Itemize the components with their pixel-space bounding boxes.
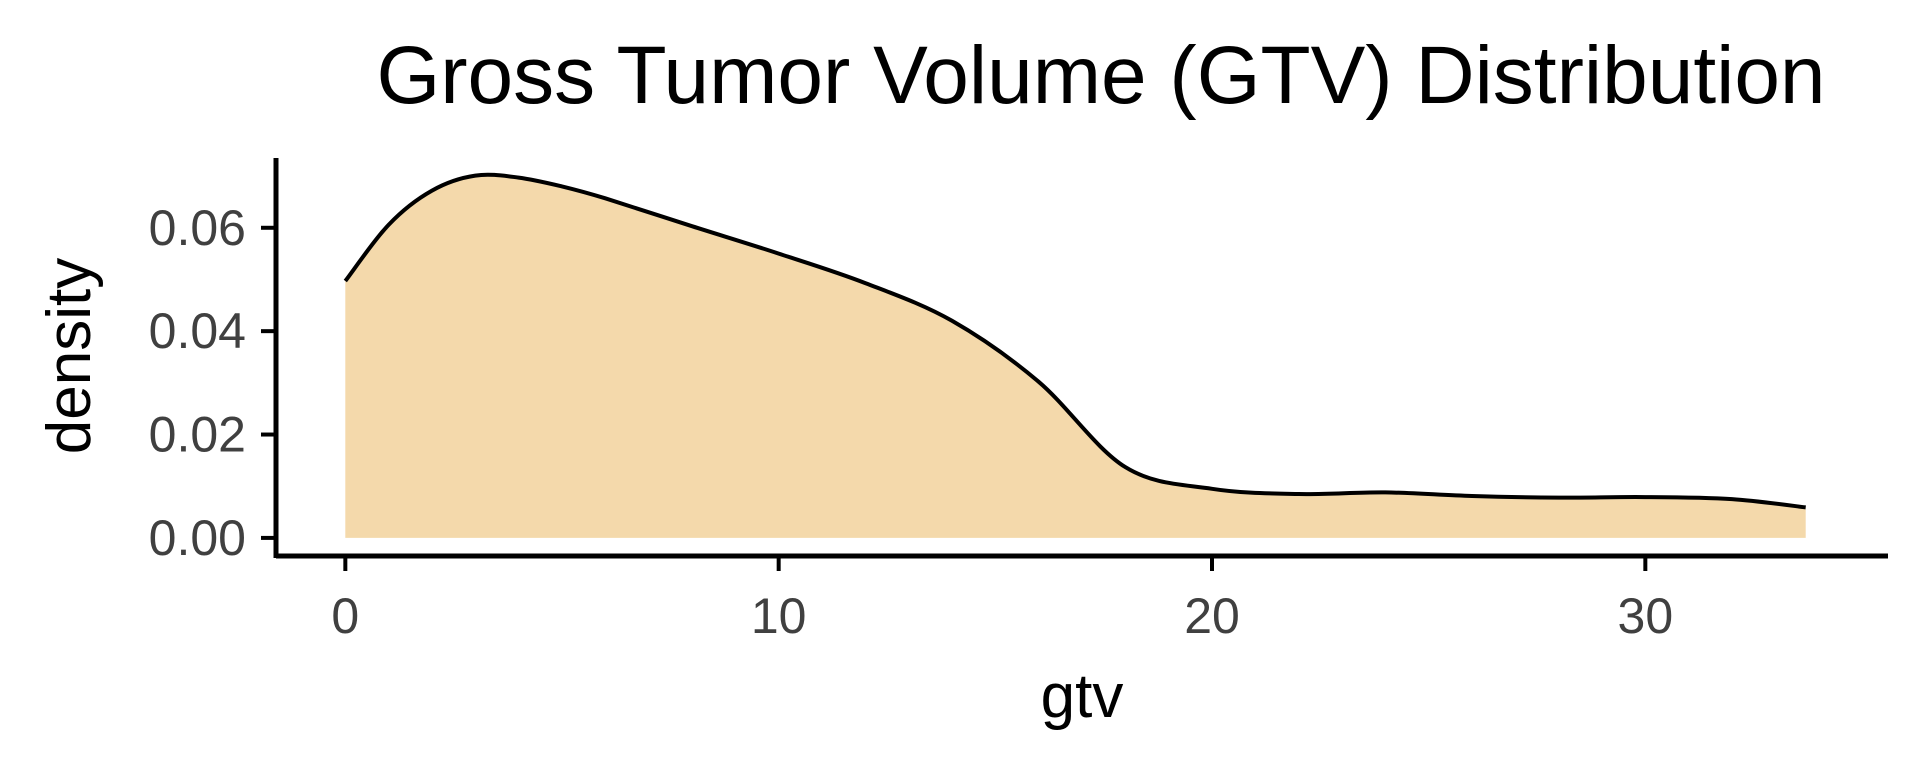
chart-title: Gross Tumor Volume (GTV) Distribution: [376, 30, 1825, 121]
y-tick-label: 0.04: [149, 303, 246, 359]
x-axis-ticks: 0 10 20 30: [331, 556, 1673, 644]
x-tick-label: 30: [1618, 588, 1674, 644]
x-tick-label: 10: [751, 588, 807, 644]
density-line: [343, 172, 1806, 510]
y-tick-label: 0.00: [149, 510, 246, 566]
y-tick-label: 0.06: [149, 200, 246, 256]
y-axis-title: density: [35, 258, 104, 454]
density-area: [345, 174, 1806, 538]
x-tick-label: 20: [1184, 588, 1240, 644]
x-axis-title: gtv: [1041, 662, 1124, 731]
x-tick-label: 0: [331, 588, 359, 644]
y-tick-label: 0.02: [149, 407, 246, 463]
y-axis-ticks: 0.00 0.02 0.04 0.06: [149, 200, 276, 566]
